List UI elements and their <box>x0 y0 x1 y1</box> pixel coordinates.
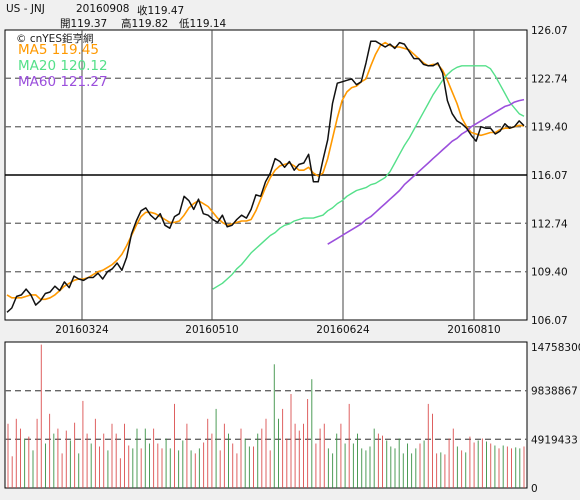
ma60-line <box>327 98 525 245</box>
open-price-label: 開119.37 <box>60 18 108 30</box>
high-price-label: 高119.82 <box>121 18 169 30</box>
x-tick-label: 20160510 <box>185 324 238 336</box>
x-tick-label: 20160324 <box>55 324 109 336</box>
low-price-label: 低119.14 <box>179 18 227 30</box>
x-tick-label: 20160810 <box>447 324 500 336</box>
volume-y-tick-label: 0 <box>531 483 538 495</box>
price-panel: 126.07 122.74 119.40 116.07 112.74 109.40 106.… <box>4 25 568 336</box>
volume-panel: 14758300 9838867 4919433 0 <box>4 341 580 495</box>
legend-ma5: MA5 119.45 <box>18 42 99 58</box>
date-label: 20160908 <box>76 3 130 15</box>
legend-ma20: MA20 120.12 <box>18 58 108 74</box>
close-price-label: 收119.47 <box>137 5 185 17</box>
volume-y-tick-label: 14758300 <box>531 342 580 354</box>
close-price-line <box>6 40 525 313</box>
legend-ma60: MA60 121.27 <box>18 74 108 90</box>
ma20-line <box>212 65 525 290</box>
y-tick-label: 119.40 <box>531 122 568 134</box>
y-tick-label: 109.40 <box>531 267 568 279</box>
cnyes-watermark: © cnYES鉅亨網 <box>16 33 94 45</box>
volume-y-tick-label: 9838867 <box>531 386 578 398</box>
y-tick-label: 106.07 <box>531 315 568 327</box>
x-tick-label: 20160624 <box>316 324 370 336</box>
y-tick-label: 112.74 <box>531 218 568 230</box>
y-tick-label: 122.74 <box>531 73 568 85</box>
y-tick-label: 116.07 <box>531 170 568 182</box>
volume-y-tick-label: 4919433 <box>531 434 578 446</box>
symbol-label: US - JNJ <box>6 3 45 15</box>
y-tick-label: 126.07 <box>531 25 568 37</box>
